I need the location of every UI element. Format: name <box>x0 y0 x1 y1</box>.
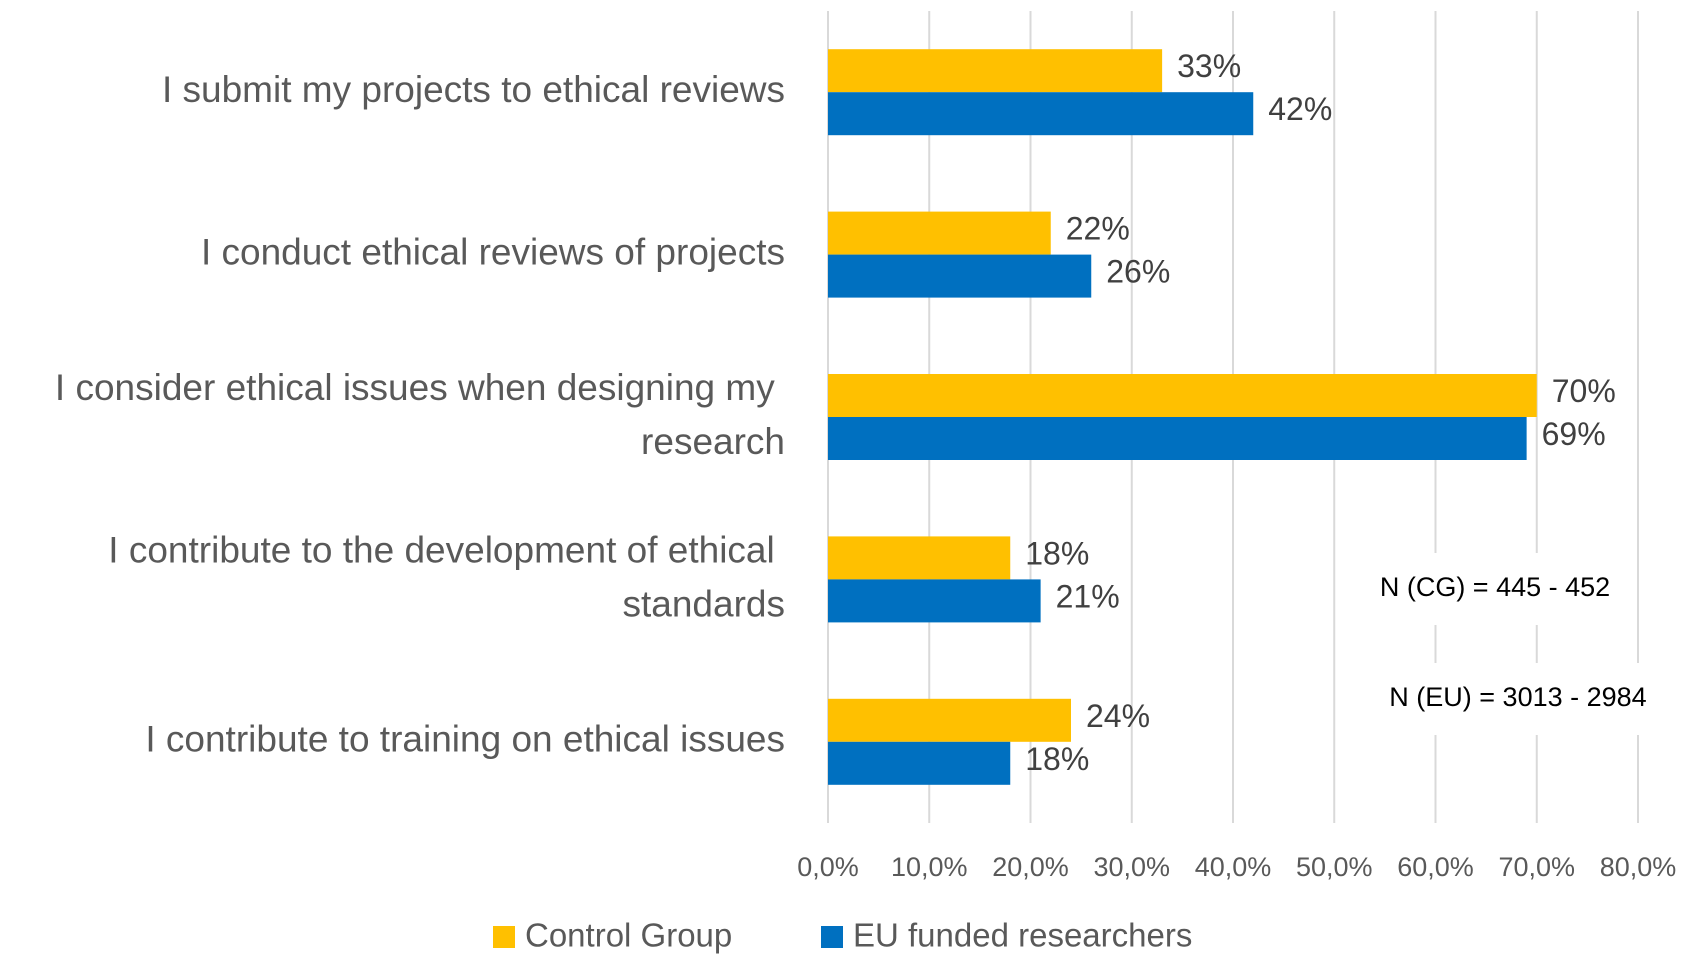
data-label: 21% <box>1056 578 1120 614</box>
x-tick-label: 40,0% <box>1195 852 1272 882</box>
data-label: 18% <box>1025 741 1089 777</box>
x-tick-label: 20,0% <box>992 852 1069 882</box>
bar <box>828 698 1071 742</box>
annotation-box <box>1368 663 1668 735</box>
x-tick-label: 30,0% <box>1093 852 1170 882</box>
legend-swatch <box>493 926 515 948</box>
bar <box>828 741 1011 785</box>
data-label: 18% <box>1025 535 1089 571</box>
data-label: 33% <box>1177 48 1241 84</box>
x-tick-label: 50,0% <box>1296 852 1373 882</box>
legend-swatch <box>821 926 843 948</box>
data-label: 24% <box>1086 698 1150 734</box>
bar <box>828 579 1041 623</box>
data-label: 26% <box>1106 254 1170 290</box>
x-tick-label: 10,0% <box>891 852 968 882</box>
legend-label: Control Group <box>525 917 732 954</box>
category-label: I conduct ethical reviews of projects <box>201 231 785 272</box>
bar <box>828 49 1163 93</box>
data-label: 70% <box>1552 373 1616 409</box>
bar <box>828 211 1051 255</box>
category-label: I contribute to the development of ethic… <box>108 529 785 624</box>
bar <box>828 374 1537 417</box>
x-tick-label: 60,0% <box>1397 852 1474 882</box>
legend-label: EU funded researchers <box>853 917 1192 954</box>
data-label: 22% <box>1066 211 1130 247</box>
x-tick-label: 0,0% <box>797 852 859 882</box>
bar <box>828 536 1011 580</box>
bar <box>828 417 1527 460</box>
annotation: N (CG) = 445 - 452 <box>1380 572 1610 602</box>
category-label: I submit my projects to ethical reviews <box>162 69 785 110</box>
x-tick-label: 80,0% <box>1600 852 1677 882</box>
annotation: N (EU) = 3013 - 2984 <box>1389 682 1646 712</box>
annotation-box <box>1365 553 1625 625</box>
category-label: I contribute to training on ethical issu… <box>145 719 785 760</box>
data-label: 69% <box>1542 416 1606 452</box>
bar <box>828 254 1092 298</box>
x-tick-label: 70,0% <box>1498 852 1575 882</box>
category-label: I consider ethical issues when designing… <box>55 367 785 462</box>
data-label: 42% <box>1268 91 1332 127</box>
bar <box>828 92 1254 136</box>
